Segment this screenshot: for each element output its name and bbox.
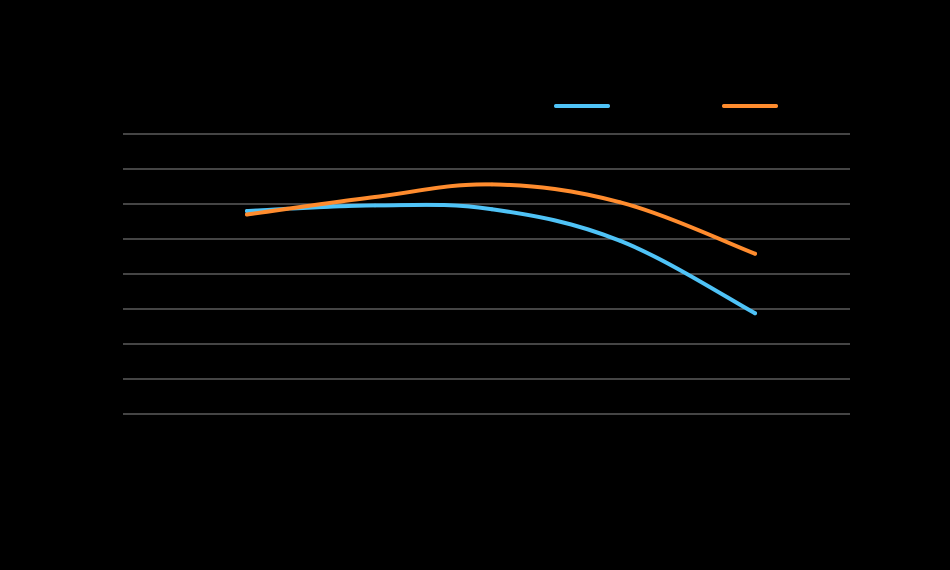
data-point-s1-2 bbox=[373, 203, 377, 208]
series-lines bbox=[245, 182, 757, 316]
gridlines bbox=[123, 133, 850, 415]
data-point-s1-5 bbox=[753, 311, 757, 316]
data-point-s2-3 bbox=[490, 182, 494, 187]
data-point-s2-5 bbox=[753, 251, 757, 256]
data-point-s2-2 bbox=[373, 195, 377, 199]
data-point-s1-3 bbox=[490, 207, 494, 212]
data-point-s2-4 bbox=[618, 200, 622, 205]
data-point-s2-1 bbox=[245, 212, 249, 217]
data-point-s1-4 bbox=[618, 238, 622, 243]
data-point-s1-1 bbox=[245, 209, 249, 213]
